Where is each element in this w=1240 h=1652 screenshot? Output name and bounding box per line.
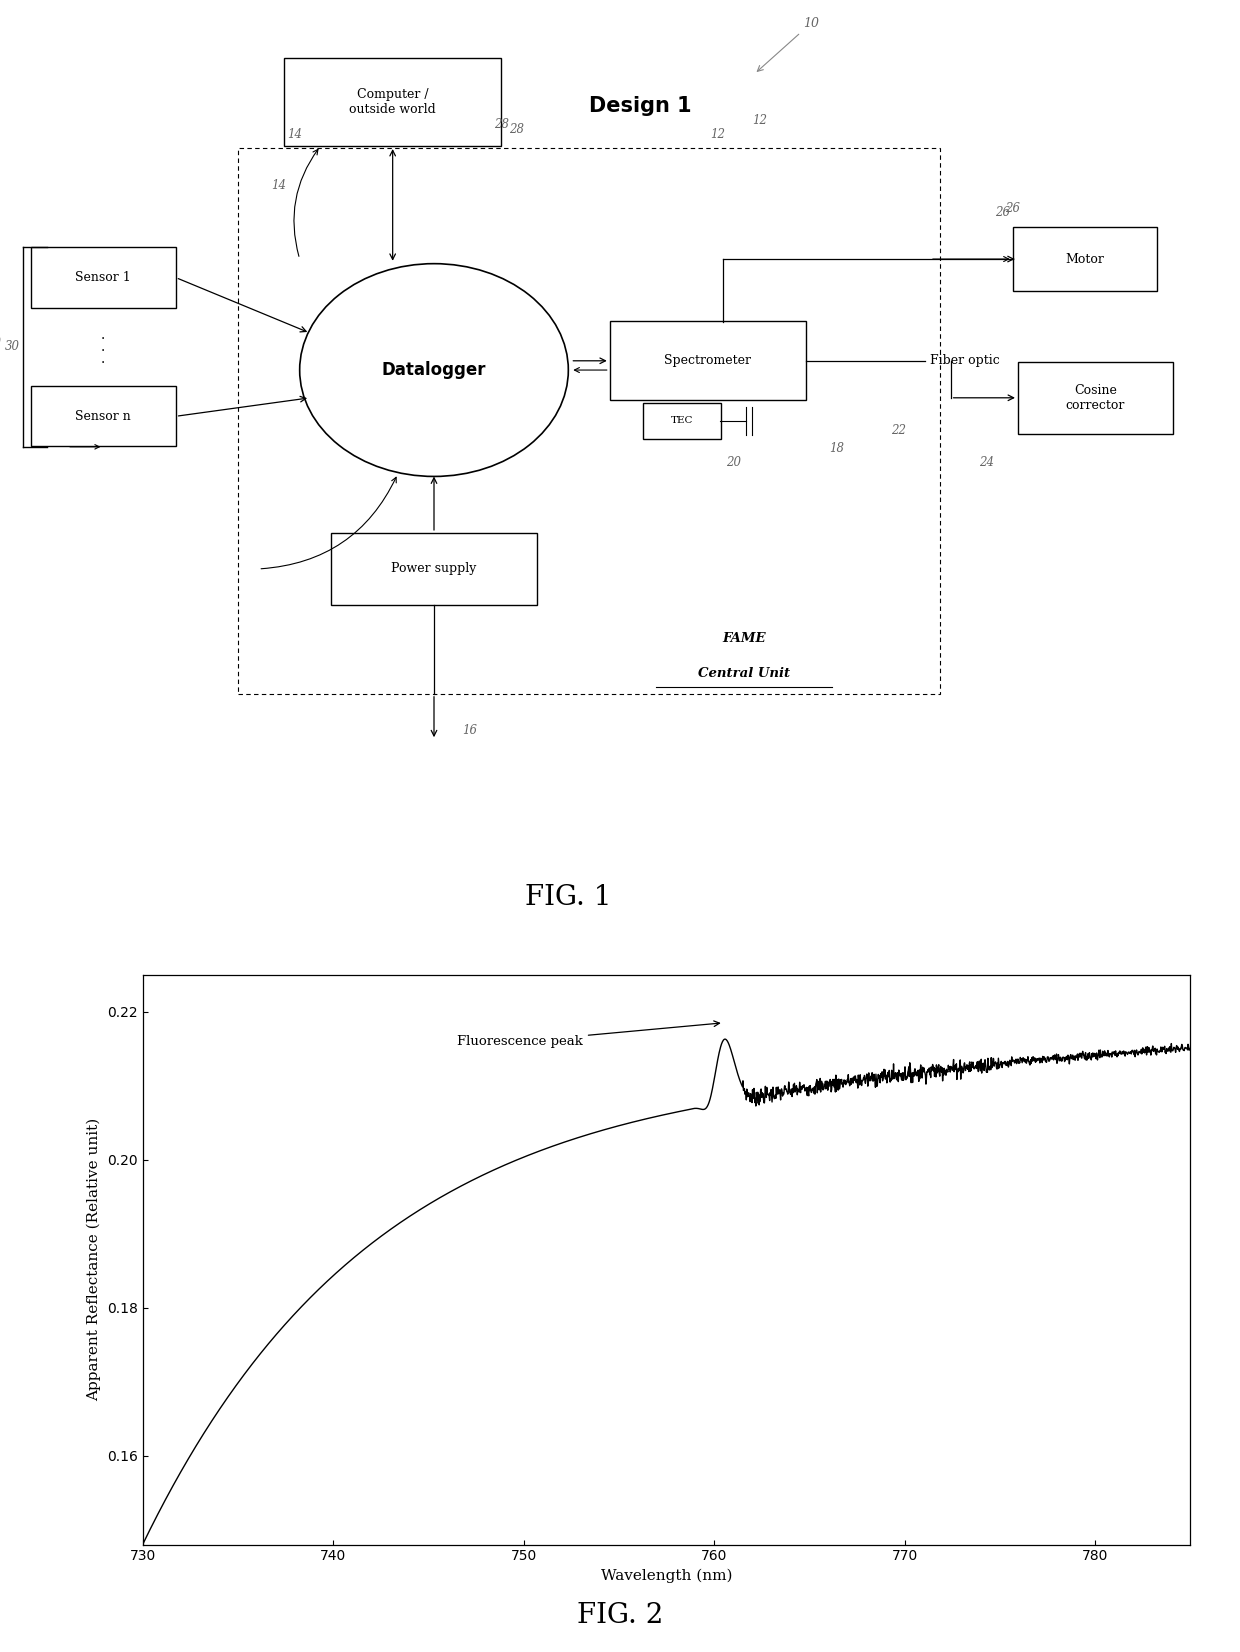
Text: .
.
.: . . . (102, 329, 105, 365)
Text: 30: 30 (0, 335, 2, 349)
Text: 24: 24 (980, 456, 994, 469)
FancyBboxPatch shape (31, 248, 176, 307)
Text: 12: 12 (751, 114, 768, 127)
Text: 10: 10 (804, 17, 820, 30)
FancyBboxPatch shape (1013, 226, 1157, 291)
Y-axis label: Apparent Reflectance (Relative unit): Apparent Reflectance (Relative unit) (87, 1118, 102, 1401)
Text: Power supply: Power supply (392, 562, 476, 575)
Text: FIG. 2: FIG. 2 (577, 1602, 663, 1629)
Text: Datalogger: Datalogger (382, 362, 486, 378)
Text: Central Unit: Central Unit (698, 667, 790, 681)
Text: Sensor 1: Sensor 1 (76, 271, 131, 284)
X-axis label: Wavelength (nm): Wavelength (nm) (600, 1569, 733, 1583)
Text: 16: 16 (463, 724, 477, 737)
Text: 14: 14 (272, 178, 286, 192)
FancyBboxPatch shape (284, 58, 501, 145)
Text: 30: 30 (5, 340, 20, 354)
Text: Computer /
outside world: Computer / outside world (350, 88, 436, 116)
FancyBboxPatch shape (610, 322, 806, 400)
Text: Fluorescence peak: Fluorescence peak (458, 1021, 719, 1047)
Text: 12: 12 (711, 127, 725, 140)
FancyBboxPatch shape (331, 534, 537, 605)
FancyBboxPatch shape (1018, 362, 1173, 434)
Text: 22: 22 (892, 423, 906, 436)
Text: Spectrometer: Spectrometer (665, 354, 751, 367)
Text: Motor: Motor (1065, 253, 1105, 266)
Text: Design 1: Design 1 (589, 96, 692, 116)
Text: Cosine
corrector: Cosine corrector (1065, 383, 1125, 411)
Text: FAME: FAME (722, 631, 766, 644)
Text: 28: 28 (510, 122, 525, 135)
Text: TEC: TEC (671, 416, 693, 426)
Text: 26: 26 (994, 206, 1009, 220)
Text: 18: 18 (830, 443, 844, 456)
FancyBboxPatch shape (31, 387, 176, 446)
Ellipse shape (300, 264, 568, 476)
Text: 28: 28 (494, 119, 508, 132)
Text: Sensor n: Sensor n (76, 410, 131, 423)
Text: FIG. 1: FIG. 1 (525, 884, 611, 910)
FancyBboxPatch shape (644, 403, 720, 438)
Text: 14: 14 (286, 127, 303, 140)
Text: 20: 20 (727, 456, 742, 469)
Text: 26: 26 (1006, 202, 1021, 215)
Text: Fiber optic: Fiber optic (930, 354, 999, 367)
